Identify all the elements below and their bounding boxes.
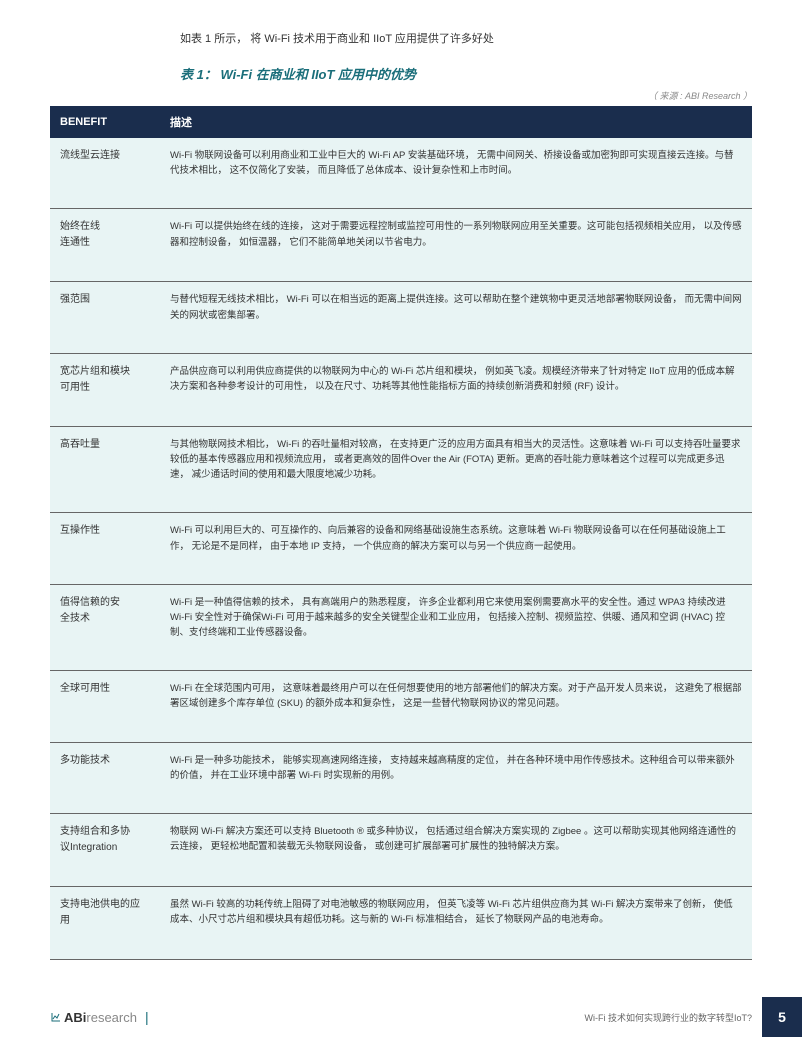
table-row: 支持组合和多协 议Integration物联网 Wi‐Fi 解决方案还可以支持 … <box>50 814 752 887</box>
description-cell: 与其他物联网技术相比， Wi‐Fi 的吞吐量相对较高， 在支持更广泛的应用方面具… <box>160 426 752 513</box>
benefit-cell: 支持组合和多协 议Integration <box>50 814 160 887</box>
table-row: 始终在线 连通性Wi‐Fi 可以提供始终在线的连接， 这对于需要远程控制或监控可… <box>50 209 752 282</box>
table-title: 表 1： Wi‐Fi 在商业和 IIoT 应用中的优势 <box>180 64 752 83</box>
benefit-cell: 高吞吐量 <box>50 426 160 513</box>
header-benefit: BENEFIT <box>50 106 160 138</box>
description-cell: Wi‐Fi 物联网设备可以利用商业和工业中巨大的 Wi‐Fi AP 安装基础环境… <box>160 138 752 209</box>
benefit-cell: 支持电池供电的应 用 <box>50 887 160 960</box>
table-header-row: BENEFIT 描述 <box>50 106 752 138</box>
table-row: 全球可用性Wi‐Fi 在全球范围内可用， 这意味着最终用户可以在任何想要使用的地… <box>50 671 752 742</box>
footer-doc-title: Wi‐Fi 技术如何实现跨行业的数字转型IoT? <box>149 1011 762 1024</box>
page-number: 5 <box>762 997 802 1037</box>
logo-bold: ABi <box>64 1010 86 1025</box>
benefit-cell: 值得信赖的安 全技术 <box>50 584 160 671</box>
description-cell: Wi‐Fi 可以利用巨大的、可互操作的、向后兼容的设备和网络基础设施生态系统。这… <box>160 513 752 584</box>
logo-light: research <box>86 1010 137 1025</box>
source-citation: （ 来源 : ABI Research ） <box>50 89 752 102</box>
description-cell: 与替代短程无线技术相比， Wi‐Fi 可以在相当远的距离上提供连接。这可以帮助在… <box>160 282 752 353</box>
intro-paragraph: 如表 1 所示， 将 Wi‐Fi 技术用于商业和 IIoT 应用提供了许多好处 <box>180 30 752 46</box>
footer-logo: ABiresearch | <box>50 1009 149 1025</box>
table-row: 强范围与替代短程无线技术相比， Wi‐Fi 可以在相当远的距离上提供连接。这可以… <box>50 282 752 353</box>
logo-text: ABiresearch <box>64 1010 137 1025</box>
benefit-cell: 互操作性 <box>50 513 160 584</box>
logo-icon <box>50 1011 62 1023</box>
description-cell: Wi‐Fi 是一种多功能技术， 能够实现高速网络连接， 支持越来越高精度的定位，… <box>160 742 752 813</box>
header-description: 描述 <box>160 106 752 138</box>
description-cell: Wi‐Fi 可以提供始终在线的连接， 这对于需要远程控制或监控可用性的一系列物联… <box>160 209 752 282</box>
table-row: 值得信赖的安 全技术Wi‐Fi 是一种值得信赖的技术， 具有高端用户的熟悉程度，… <box>50 584 752 671</box>
description-cell: 虽然 Wi‐Fi 较高的功耗传统上阻碍了对电池敏感的物联网应用， 但英飞凌等 W… <box>160 887 752 960</box>
benefit-cell: 宽芯片组和模块 可用性 <box>50 353 160 426</box>
description-cell: Wi‐Fi 是一种值得信赖的技术， 具有高端用户的熟悉程度， 许多企业都利用它来… <box>160 584 752 671</box>
benefit-cell: 多功能技术 <box>50 742 160 813</box>
benefit-cell: 全球可用性 <box>50 671 160 742</box>
benefit-cell: 强范围 <box>50 282 160 353</box>
benefit-cell: 流线型云连接 <box>50 138 160 209</box>
description-cell: 产品供应商可以利用供应商提供的以物联网为中心的 Wi‐Fi 芯片组和模块， 例如… <box>160 353 752 426</box>
description-cell: 物联网 Wi‐Fi 解决方案还可以支持 Bluetooth ® 或多种协议， 包… <box>160 814 752 887</box>
table-row: 流线型云连接Wi‐Fi 物联网设备可以利用商业和工业中巨大的 Wi‐Fi AP … <box>50 138 752 209</box>
benefit-cell: 始终在线 连通性 <box>50 209 160 282</box>
page-footer: ABiresearch | Wi‐Fi 技术如何实现跨行业的数字转型IoT? 5 <box>0 997 802 1037</box>
description-cell: Wi‐Fi 在全球范围内可用， 这意味着最终用户可以在任何想要使用的地方部署他们… <box>160 671 752 742</box>
table-row: 支持电池供电的应 用虽然 Wi‐Fi 较高的功耗传统上阻碍了对电池敏感的物联网应… <box>50 887 752 960</box>
benefits-table: BENEFIT 描述 流线型云连接Wi‐Fi 物联网设备可以利用商业和工业中巨大… <box>50 106 752 960</box>
table-row: 互操作性Wi‐Fi 可以利用巨大的、可互操作的、向后兼容的设备和网络基础设施生态… <box>50 513 752 584</box>
table-row: 高吞吐量与其他物联网技术相比， Wi‐Fi 的吞吐量相对较高， 在支持更广泛的应… <box>50 426 752 513</box>
table-row: 宽芯片组和模块 可用性产品供应商可以利用供应商提供的以物联网为中心的 Wi‐Fi… <box>50 353 752 426</box>
table-row: 多功能技术Wi‐Fi 是一种多功能技术， 能够实现高速网络连接， 支持越来越高精… <box>50 742 752 813</box>
